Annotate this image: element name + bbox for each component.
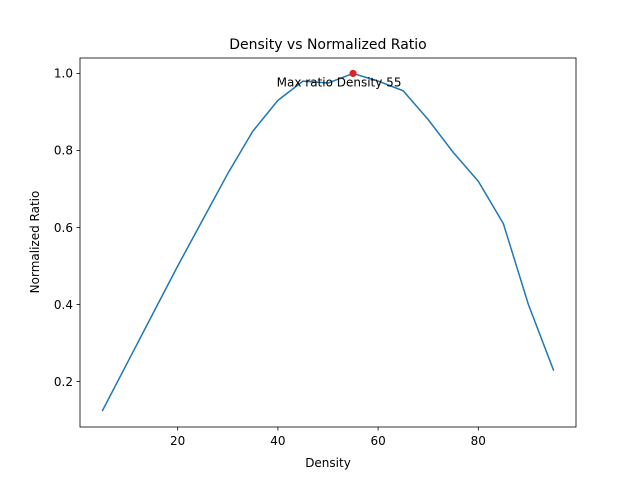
y-tick-label: 0.8 [54, 144, 73, 158]
series-line-0 [101, 72, 555, 412]
x-tick-label: 20 [170, 434, 185, 448]
y-tick-label: 0.6 [54, 221, 73, 235]
max-point-marker [349, 69, 357, 78]
chart-title: Density vs Normalized Ratio [229, 37, 427, 53]
y-axis-label: Normalized Ratio [28, 191, 42, 294]
axes-frame [79, 57, 577, 428]
y-tick-label: 0.2 [54, 375, 73, 389]
max-annotation: Max ratio Density 55 [277, 75, 402, 89]
x-axis-label: Density [305, 456, 351, 470]
x-tick-label: 60 [370, 434, 385, 448]
x-tick-label: 80 [471, 434, 486, 448]
x-tick-label: 40 [270, 434, 285, 448]
plot-area: Max ratio Density 55 20 40 60 80 0.2 0.4 0.6 0.8… [54, 57, 577, 448]
y-tick-label: 1.0 [54, 67, 73, 81]
y-tick-label: 0.4 [54, 298, 73, 312]
